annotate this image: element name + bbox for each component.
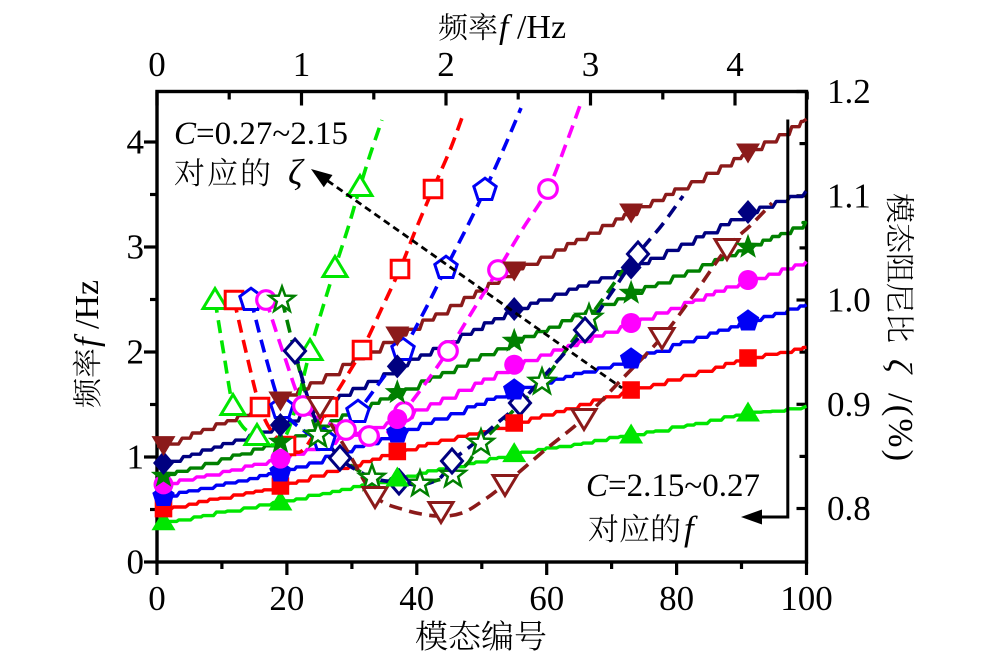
svg-text:4: 4	[127, 123, 145, 162]
svg-text:60: 60	[529, 579, 564, 618]
svg-text:0: 0	[148, 579, 166, 618]
svg-text:1: 1	[127, 438, 145, 477]
svg-text:3: 3	[582, 45, 600, 84]
svg-text:4: 4	[726, 45, 744, 84]
svg-text:1.0: 1.0	[827, 281, 871, 320]
svg-text:f /Hz: f /Hz	[69, 280, 106, 347]
svg-text:1: 1	[293, 45, 311, 84]
svg-text:/(%): /(%)	[881, 393, 920, 463]
svg-text:ζ: ζ	[288, 152, 305, 192]
svg-text:C=0.27~2.15: C=0.27~2.15	[174, 116, 348, 152]
svg-text:0: 0	[127, 543, 145, 582]
svg-text:1.2: 1.2	[827, 72, 871, 111]
svg-text:C=2.15~0.27: C=2.15~0.27	[586, 468, 760, 504]
svg-text:0: 0	[148, 45, 166, 84]
svg-text:0.8: 0.8	[827, 489, 871, 528]
svg-text:2: 2	[437, 45, 455, 84]
svg-text:40: 40	[399, 579, 434, 618]
svg-text:ζ: ζ	[881, 359, 918, 375]
svg-text:100: 100	[780, 579, 833, 618]
svg-text:1.1: 1.1	[827, 176, 871, 215]
svg-text:2: 2	[127, 333, 145, 372]
svg-text:f /Hz: f /Hz	[499, 9, 566, 46]
svg-text:3: 3	[127, 228, 145, 267]
svg-text:0.9: 0.9	[827, 385, 871, 424]
svg-text:80: 80	[659, 579, 694, 618]
svg-text:20: 20	[269, 579, 304, 618]
